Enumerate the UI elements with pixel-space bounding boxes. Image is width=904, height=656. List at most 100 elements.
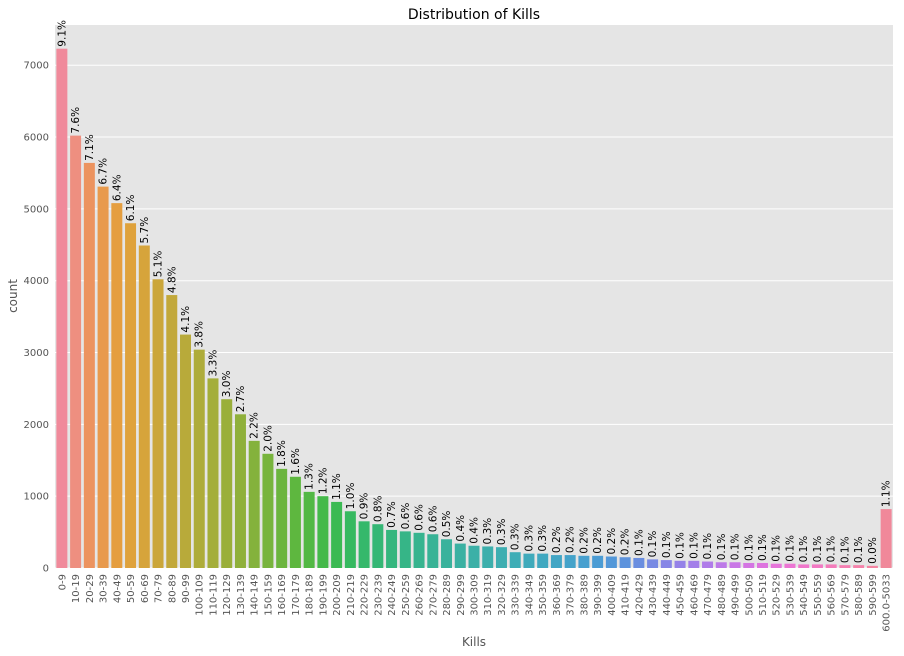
percent-label: 0.3%: [510, 523, 522, 550]
percent-label: 0.1%: [798, 536, 810, 563]
bar: [180, 334, 192, 568]
percent-label: 0.1%: [716, 534, 728, 561]
bar: [592, 555, 604, 568]
percent-label: 2.2%: [249, 412, 261, 439]
x-tick-label: 100-109: [195, 574, 206, 616]
percent-label: 0.6%: [414, 504, 426, 531]
percent-label: 0.1%: [647, 531, 659, 558]
bar: [262, 453, 274, 568]
bar: [248, 440, 260, 568]
percent-label: 0.1%: [661, 531, 673, 558]
bar: [509, 552, 521, 568]
bar: [564, 555, 576, 568]
bar: [702, 561, 714, 568]
x-tick-label: 370-379: [566, 574, 577, 616]
bar: [331, 501, 343, 568]
percent-labels: 9.1% 7.6%7.1%6.7%6.4%6.1%5.7%5.1%4.8% 4.1%…: [56, 20, 892, 564]
bar: [441, 539, 453, 568]
percent-label: 0.2%: [578, 527, 590, 554]
x-tick-label: 590-599: [868, 574, 879, 616]
x-tick-label: 170-179: [291, 574, 302, 616]
bar: [798, 564, 810, 568]
percent-label: 0.1%: [688, 532, 700, 559]
bar: [303, 491, 315, 568]
x-tick-label: 440-449: [662, 574, 673, 616]
percent-label: 0.1%: [730, 534, 742, 561]
percent-label: 4.8%: [166, 266, 178, 293]
x-tick-label: 30-39: [99, 574, 110, 603]
x-tick-label: 580-589: [854, 574, 865, 616]
percent-label: 0.5%: [441, 511, 453, 538]
y-tick-label: 5000: [24, 204, 49, 215]
bar: [715, 562, 727, 568]
percent-label: 0.9%: [359, 493, 371, 520]
bar: [647, 559, 659, 568]
bars: [56, 48, 892, 568]
x-tick-label: 490-499: [731, 574, 742, 616]
x-tick-label: 360-369: [552, 574, 563, 616]
bar: [152, 279, 164, 568]
percent-label: 0.3%: [537, 525, 549, 552]
percent-label: 3.0%: [221, 371, 233, 398]
x-tick-label: 560-569: [827, 574, 838, 616]
percent-label: 1.6%: [290, 448, 302, 475]
y-tick-label: 3000: [24, 348, 49, 359]
bar: [289, 476, 301, 568]
x-tick-label: 530-539: [785, 574, 796, 616]
percent-label: 0.1%: [853, 536, 865, 563]
percent-label: 6.4%: [111, 174, 123, 201]
bar: [853, 565, 865, 568]
percent-label: 0.1%: [826, 536, 838, 563]
x-tick-label: 260-269: [415, 574, 426, 616]
bar: [784, 563, 796, 568]
bar: [468, 545, 480, 568]
x-tick-label: 110-119: [208, 574, 219, 616]
x-tick-label: 390-399: [593, 574, 604, 616]
bar: [482, 546, 494, 568]
x-tick-label: 240-249: [387, 574, 398, 616]
percent-label: 0.2%: [565, 526, 577, 553]
x-tick-label: 300-309: [470, 574, 481, 616]
x-tick-label: 540-549: [799, 574, 810, 616]
percent-label: 7.1%: [84, 134, 96, 161]
x-tick-label: 330-339: [511, 574, 522, 616]
percent-label: 0.1%: [784, 535, 796, 562]
percent-label: 1.2%: [317, 467, 329, 494]
percent-label: 0.4%: [469, 517, 481, 544]
percent-label: 0.1%: [675, 532, 687, 559]
percent-label: 0.2%: [551, 526, 563, 553]
x-tick-label: 60-69: [140, 574, 151, 603]
bar: [276, 468, 288, 568]
percent-label: 0.3%: [523, 525, 535, 552]
percent-label: 1.1%: [331, 473, 343, 500]
bar: [605, 556, 617, 568]
bar: [578, 555, 590, 568]
percent-label: 0.1%: [743, 534, 755, 561]
percent-label: 6.7%: [98, 158, 110, 185]
x-tick-label: 70-79: [154, 574, 165, 603]
percent-label: 0.1%: [633, 529, 645, 556]
x-tick-label: 550-559: [813, 574, 824, 616]
bar: [56, 48, 68, 568]
y-tick-label: 6000: [24, 133, 49, 144]
percent-label: 0.0%: [867, 537, 879, 564]
percent-label: 0.1%: [812, 536, 824, 563]
x-tick-label: 430-439: [648, 574, 659, 616]
x-tick-label: 480-489: [717, 574, 728, 616]
bar: [495, 547, 507, 568]
x-tick-label: 200-209: [332, 574, 343, 616]
bar: [344, 511, 356, 568]
x-tick-label: 410-419: [621, 574, 632, 616]
bar: [83, 162, 95, 568]
percent-label: 0.1%: [839, 536, 851, 563]
bar: [688, 560, 700, 568]
x-tick-label: 340-349: [524, 574, 535, 616]
x-tick-label: 80-89: [167, 574, 178, 603]
bar: [111, 203, 123, 568]
x-tick-label: 180-189: [305, 574, 316, 616]
x-tick-label: 50-59: [126, 574, 137, 603]
bar: [866, 565, 878, 568]
percent-label: 3.3%: [207, 350, 219, 377]
x-tick-label: 350-359: [538, 574, 549, 616]
bar: [358, 521, 370, 568]
